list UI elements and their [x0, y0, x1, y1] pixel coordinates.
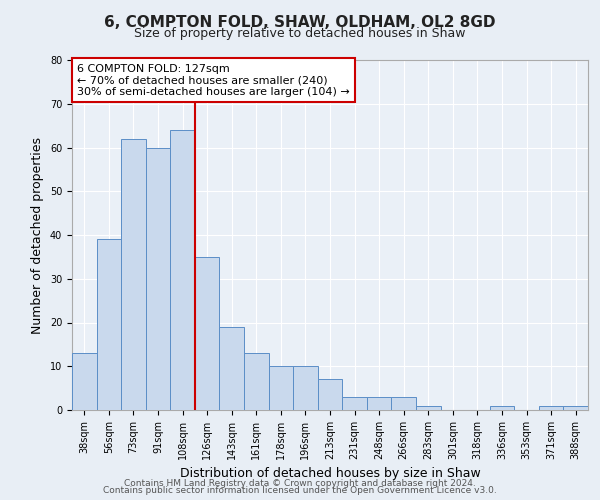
Text: Contains HM Land Registry data © Crown copyright and database right 2024.: Contains HM Land Registry data © Crown c…: [124, 478, 476, 488]
Bar: [293, 366, 318, 410]
Text: Size of property relative to detached houses in Shaw: Size of property relative to detached ho…: [134, 28, 466, 40]
Bar: [563, 406, 588, 410]
Bar: [72, 353, 97, 410]
Bar: [539, 406, 563, 410]
Text: Contains public sector information licensed under the Open Government Licence v3: Contains public sector information licen…: [103, 486, 497, 495]
Bar: [244, 353, 269, 410]
Text: 6, COMPTON FOLD, SHAW, OLDHAM, OL2 8GD: 6, COMPTON FOLD, SHAW, OLDHAM, OL2 8GD: [104, 15, 496, 30]
Bar: [195, 257, 220, 410]
Bar: [391, 397, 416, 410]
X-axis label: Distribution of detached houses by size in Shaw: Distribution of detached houses by size …: [179, 468, 481, 480]
Y-axis label: Number of detached properties: Number of detached properties: [31, 136, 44, 334]
Text: 6 COMPTON FOLD: 127sqm
← 70% of detached houses are smaller (240)
30% of semi-de: 6 COMPTON FOLD: 127sqm ← 70% of detached…: [77, 64, 350, 96]
Bar: [121, 139, 146, 410]
Bar: [416, 406, 440, 410]
Bar: [342, 397, 367, 410]
Bar: [367, 397, 391, 410]
Bar: [146, 148, 170, 410]
Bar: [220, 327, 244, 410]
Bar: [490, 406, 514, 410]
Bar: [97, 240, 121, 410]
Bar: [269, 366, 293, 410]
Bar: [318, 380, 342, 410]
Bar: [170, 130, 195, 410]
